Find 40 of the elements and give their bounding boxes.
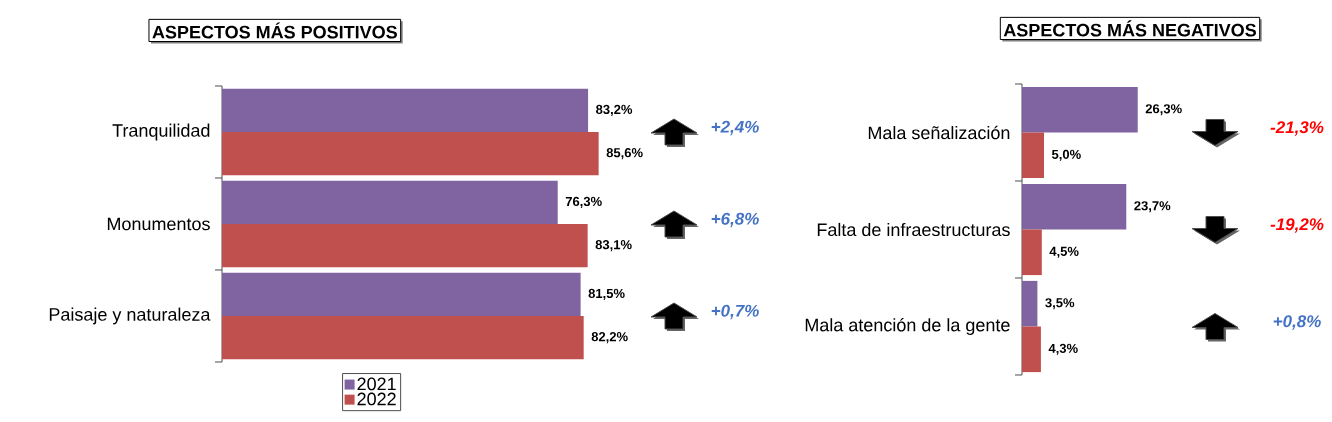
text: +0,8% [1273, 315, 1321, 330]
y-tick-label: Mala atención de la gente [805, 318, 1010, 335]
y-tick-label: Monumentos [107, 217, 210, 231]
bar [222, 88, 589, 132]
y-tick-label: Falta de infraestructuras [817, 222, 1010, 237]
bar [222, 180, 558, 224]
text: +2,4% [711, 120, 759, 136]
data-label: 23,7% [1134, 201, 1171, 213]
data-label: 85,6% [606, 148, 643, 160]
data-label: 26,3% [1145, 104, 1182, 116]
data-label: 83,1% [595, 240, 632, 252]
bar [1022, 326, 1041, 373]
bar [222, 316, 584, 360]
data-label: 4,5% [1049, 246, 1079, 258]
y-tick-label: Tranquilidad [112, 123, 210, 141]
text: -19,2% [1270, 218, 1324, 233]
text: -21,3% [1270, 121, 1324, 136]
y-tick-label: Mala señalización [868, 125, 1010, 140]
bar [1022, 280, 1038, 327]
text: +0,7% [711, 304, 759, 320]
bar [1022, 132, 1044, 179]
data-label: 3,5% [1045, 298, 1075, 310]
bar [1022, 183, 1127, 230]
bar [1022, 229, 1042, 276]
data-label: 4,3% [1048, 343, 1078, 355]
data-label: 81,5% [588, 288, 625, 300]
y-tick-label: Paisaje y naturaleza [49, 307, 211, 325]
bar [222, 224, 588, 268]
data-label: 76,3% [565, 196, 602, 208]
legend-label: 2021 [357, 377, 396, 391]
legend-label: 2022 [357, 392, 396, 406]
bar [222, 272, 581, 316]
data-label: 83,2% [596, 104, 633, 116]
text: +6,8% [711, 212, 759, 228]
chart-title: ASPECTOS MÁS NEGATIVOS [1003, 20, 1256, 37]
bar [222, 132, 599, 176]
data-label: 5,0% [1051, 149, 1081, 161]
bar [1022, 86, 1138, 133]
data-label: 82,2% [591, 332, 628, 344]
chart-title: ASPECTOS MÁS POSITIVOS [152, 22, 397, 39]
